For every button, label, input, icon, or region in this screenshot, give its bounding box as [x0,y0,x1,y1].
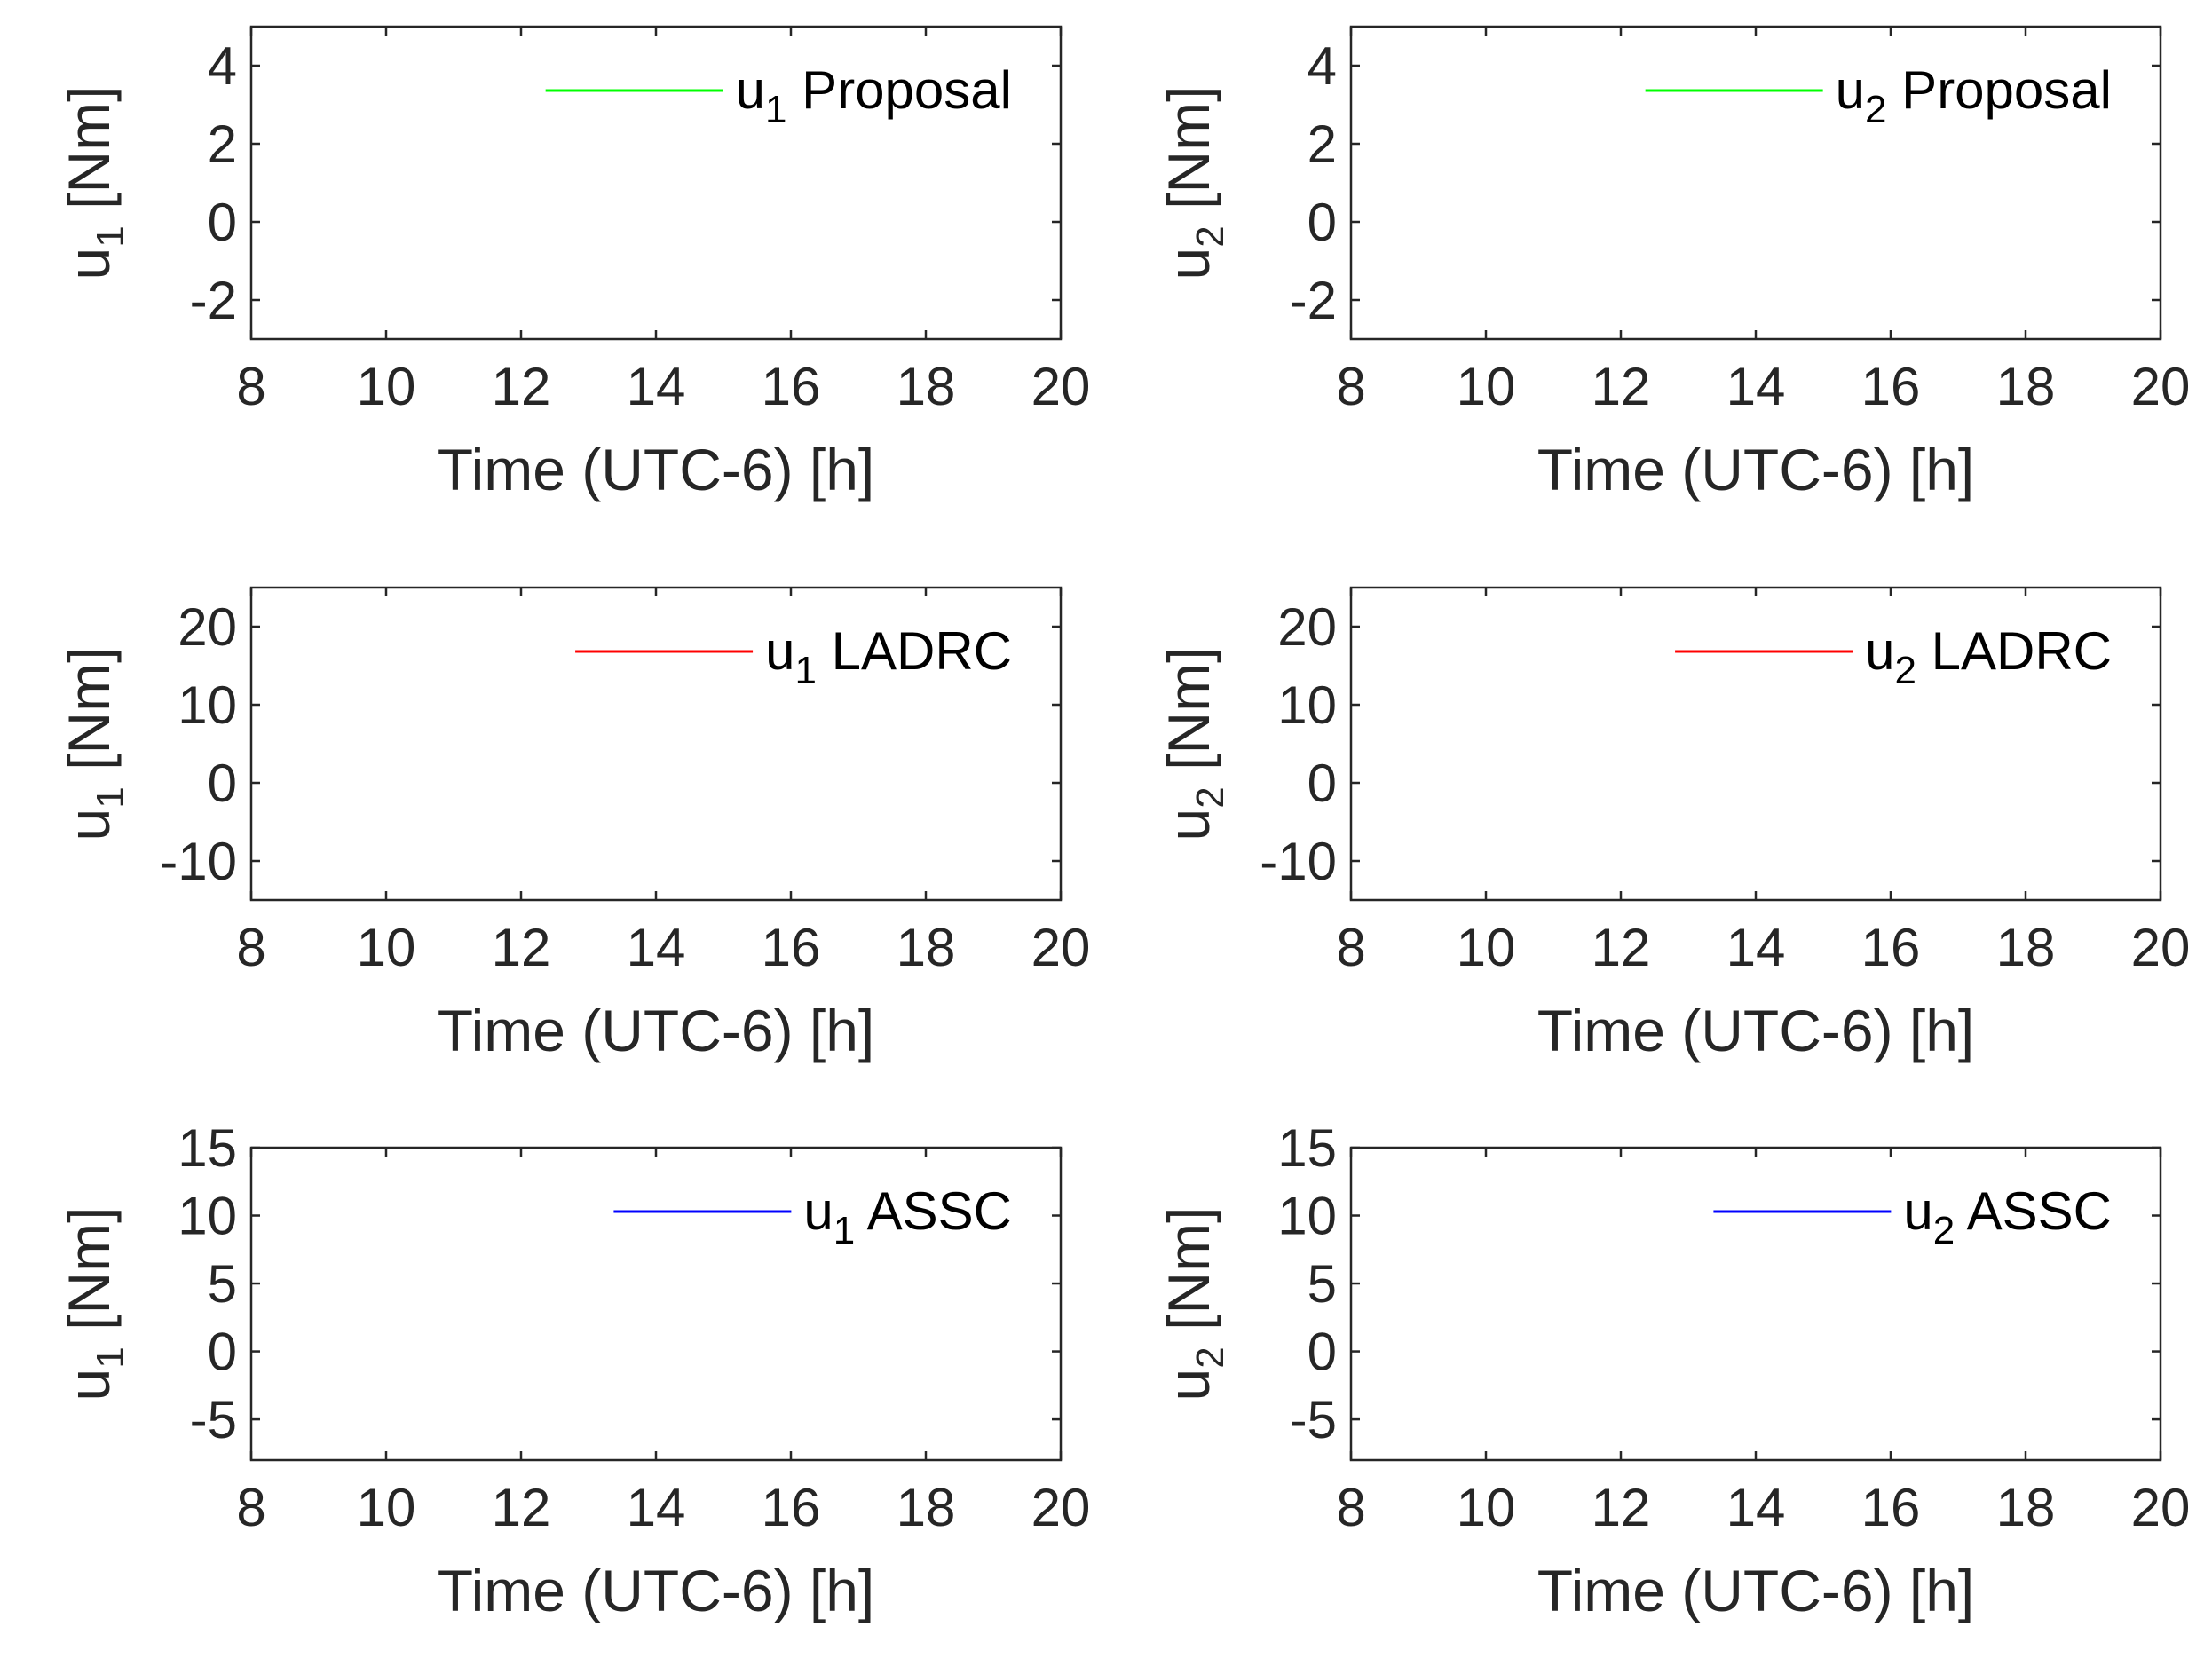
y-tick-label: -2 [1290,271,1337,330]
y-tick-label: -5 [190,1390,237,1449]
y-tick-label: 15 [1277,1118,1337,1178]
x-tick-label: 10 [357,1478,416,1537]
x-axis-title: Time (UTC-6) [h] [438,437,875,502]
chart-u1-proposal: 8 10 12 14 16 18 20 -2 0 2 4 Time (UTC-6) [h] u1 [Nm… [56,25,1091,502]
y-axis-title: u2 [Nm] [1156,86,1232,280]
x-axis-title: Time (UTC-6) [h] [438,1558,875,1623]
x-tick-label: 8 [1336,357,1365,416]
x-tick-label: 8 [236,1478,265,1537]
x-tick-label: 14 [627,918,686,977]
y-tick-label: 0 [208,754,237,813]
x-tick-label: 10 [357,357,416,416]
chart-u2-proposal: 8 10 12 14 16 18 20 -2 0 2 4 Time (UTC-6) [h] u2 [Nm… [1156,25,2191,502]
y-tick-label: 0 [1307,193,1337,252]
x-tick-label: 16 [762,918,821,977]
y-tick-label: 0 [1307,754,1337,813]
x-tick-label: 20 [1031,1478,1091,1537]
x-axis-title: Time (UTC-6) [h] [438,998,875,1063]
x-tick-label: 8 [236,357,265,416]
x-axis-title: Time (UTC-6) [h] [1537,437,1975,502]
x-axis-title: Time (UTC-6) [h] [1537,998,1975,1063]
chart-u1-assc: 8 10 12 14 16 18 20 -5 0 5 10 15 Time (UTC-6) [h] u1 … [56,1118,1090,1623]
x-tick-label: 10 [1457,357,1516,416]
y-axis-title: u1 [Nm] [56,86,132,280]
x-axis-title: Time (UTC-6) [h] [1537,1558,1975,1623]
x-tick-label: 20 [1031,357,1091,416]
x-tick-label: 18 [1996,918,2056,977]
x-tick-label: 14 [627,357,686,416]
legend-label: u2 Proposal [1836,60,2112,131]
x-tick-label: 20 [2131,357,2191,416]
y-tick-label: 5 [208,1254,237,1314]
x-tick-label: 20 [2131,918,2191,977]
x-tick-label: 14 [1726,1478,1786,1537]
y-axis-title: u2 [Nm] [1156,1207,1232,1402]
x-tick-label: 16 [1861,1478,1921,1537]
y-tick-label: 10 [1277,675,1337,735]
x-tick-label: 16 [1861,357,1921,416]
x-tick-label: 12 [492,918,551,977]
x-tick-label: 18 [897,1478,956,1537]
x-tick-label: 10 [1457,1478,1516,1537]
chart-u2-assc: 8 10 12 14 16 18 20 -5 0 5 10 15 Time (UTC-6) [h] u2 … [1156,1118,2190,1623]
legend-label: u2 LADRC [1865,621,2112,692]
y-tick-label: 0 [208,1323,237,1382]
x-tick-label: 10 [1457,918,1516,977]
x-tick-label: 20 [2131,1478,2191,1537]
axes-box [249,1146,1063,1462]
x-tick-label: 12 [492,357,551,416]
y-tick-label: 10 [1277,1187,1337,1246]
x-tick-label: 16 [762,1478,821,1537]
x-tick-label: 12 [1592,1478,1651,1537]
x-tick-label: 12 [1592,357,1651,416]
legend-label: u1 Proposal [736,60,1012,131]
x-tick-label: 8 [1336,918,1365,977]
legend-label: u1 LADRC [765,621,1012,692]
x-tick-label: 16 [762,357,821,416]
y-axis-title: u2 [Nm] [1156,647,1232,841]
y-tick-label: 10 [178,675,237,735]
x-tick-label: 14 [627,1478,686,1537]
y-tick-label: -10 [1260,832,1337,891]
legend-label: u2 ASSC [1903,1181,2112,1252]
axes-box [249,586,1063,902]
x-tick-label: 18 [897,918,956,977]
x-tick-label: 20 [1031,918,1091,977]
x-tick-label: 18 [897,357,956,416]
x-tick-label: 18 [1996,1478,2056,1537]
chart-u2-ladrc: 8 10 12 14 16 18 20 -10 0 10 20 Time (UTC-6) [h] u2 … [1156,586,2191,1063]
x-tick-label: 18 [1996,357,2056,416]
y-tick-label: 0 [208,193,237,252]
x-tick-label: 10 [357,918,416,977]
y-tick-label: 15 [178,1118,237,1178]
y-tick-label: 5 [1307,1254,1337,1314]
y-tick-label: 0 [1307,1323,1337,1382]
y-tick-label: -5 [1290,1390,1337,1449]
y-axis-title: u1 [Nm] [56,1207,132,1402]
axes-box [1349,25,2162,341]
chart-u1-ladrc: 8 10 12 14 16 18 20 -10 0 10 20 Time (UTC-6) [h] u1 … [56,586,1091,1063]
y-tick-label: 4 [208,36,237,96]
legend-label: u1 ASSC [803,1181,1012,1252]
x-tick-label: 16 [1861,918,1921,977]
x-tick-label: 12 [492,1478,551,1537]
y-tick-label: 10 [178,1187,237,1246]
x-tick-label: 14 [1726,918,1786,977]
y-tick-label: 2 [208,114,237,174]
y-tick-label: 4 [1307,36,1337,96]
y-tick-label: 20 [1277,597,1337,657]
x-tick-label: 12 [1592,918,1651,977]
x-tick-label: 14 [1726,357,1786,416]
y-tick-label: -10 [160,832,237,891]
y-tick-label: 20 [178,597,237,657]
axes-box [1349,1146,2162,1462]
x-tick-label: 8 [1336,1478,1365,1537]
y-axis-title: u1 [Nm] [56,647,132,841]
y-tick-label: -2 [190,271,237,330]
y-tick-label: 2 [1307,114,1337,174]
x-tick-label: 8 [236,918,265,977]
